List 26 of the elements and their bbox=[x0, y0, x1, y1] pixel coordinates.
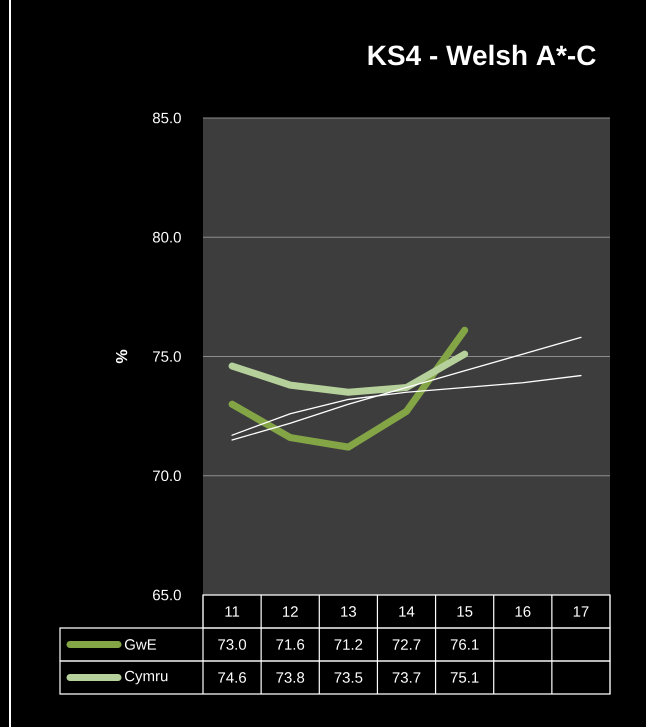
x-tick-label: 13 bbox=[341, 606, 356, 617]
data-label: 75.1 bbox=[450, 672, 478, 683]
data-label: 71.2 bbox=[334, 639, 362, 650]
legend-label: Cymru bbox=[124, 670, 168, 684]
legend-label: GwE bbox=[124, 639, 156, 650]
data-label: 72.7 bbox=[392, 639, 420, 650]
y-tick-label: 80.0 bbox=[152, 232, 181, 243]
data-label: 74.6 bbox=[218, 672, 246, 683]
data-label: 73.7 bbox=[392, 672, 420, 683]
y-tick-label: 65.0 bbox=[153, 590, 181, 600]
x-tick-label: 14 bbox=[399, 606, 414, 617]
x-tick-label: 12 bbox=[283, 606, 298, 617]
y-tick-label: 75.0 bbox=[153, 351, 181, 362]
chart-title: KS4 - Welsh A*-C bbox=[368, 44, 596, 66]
x-tick-label: 11 bbox=[225, 606, 240, 617]
data-label: 73.5 bbox=[334, 672, 362, 683]
data-label: 76.1 bbox=[450, 639, 478, 650]
data-label: 71.6 bbox=[276, 639, 304, 650]
y-tick-label: 85.0 bbox=[152, 112, 181, 124]
data-label: 73.0 bbox=[218, 639, 246, 650]
x-tick-label: 17 bbox=[574, 606, 589, 617]
x-tick-label: 16 bbox=[516, 606, 530, 617]
x-tick-label: 15 bbox=[457, 606, 472, 617]
y-axis-title: % bbox=[116, 350, 128, 364]
data-label: 73.8 bbox=[276, 672, 304, 683]
y-tick-label: 70.0 bbox=[153, 470, 181, 482]
